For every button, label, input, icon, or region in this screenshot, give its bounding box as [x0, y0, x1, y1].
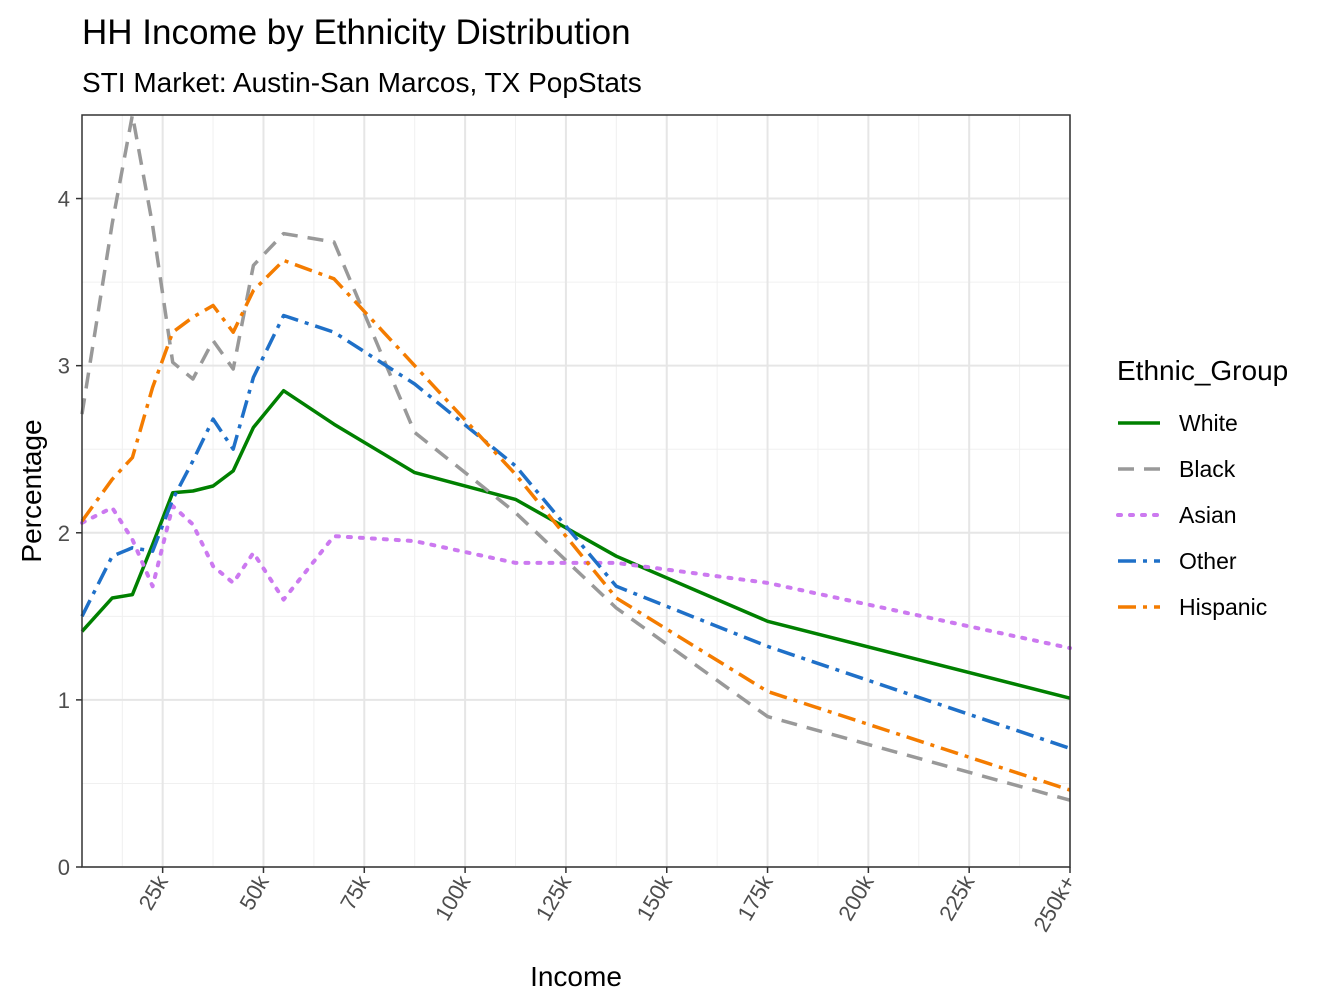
- y-axis: 0 1 2 3 4: [58, 187, 82, 880]
- series-line-black: [80, 113, 1071, 802]
- chart-title: HH Income by Ethnicity Distribution: [82, 13, 631, 52]
- x-tick-label: 225k: [934, 870, 980, 925]
- legend-label-black: Black: [1179, 456, 1236, 482]
- x-tick-label: 150k: [632, 870, 678, 925]
- x-tick-label: 50k: [234, 870, 274, 914]
- x-tick-label: 125k: [531, 870, 577, 925]
- y-tick-label: 3: [58, 354, 70, 379]
- plot-background: [82, 115, 1070, 867]
- legend-items: White Black Asian Other Hispanic: [1116, 410, 1267, 620]
- series-line-asian: [80, 504, 1072, 651]
- x-axis: 25k 50k 75k 100k 125k 150k 175k 200k 225k 250k+: [134, 867, 1080, 936]
- x-tick-label: 200k: [833, 870, 879, 925]
- legend: Ethnic_Group White Black Asian Other Hispani…: [1116, 355, 1288, 620]
- x-tick-label: 250k+: [1028, 871, 1080, 936]
- y-tick-label: 4: [58, 187, 70, 212]
- x-tick-label: 75k: [335, 870, 375, 914]
- x-axis-label: Income: [530, 961, 622, 992]
- series-line-other: [80, 313, 1071, 751]
- legend-label-hispanic: Hispanic: [1179, 594, 1267, 620]
- plot-border: [81, 114, 1071, 868]
- series-line-hispanic: [80, 258, 1071, 792]
- x-tick-label: 25k: [134, 870, 174, 914]
- plot-panel: [80, 113, 1072, 868]
- y-tick-label: 2: [58, 521, 70, 546]
- y-tick-label: 1: [58, 688, 70, 713]
- minor-gridlines: [82, 115, 1070, 867]
- legend-label-white: White: [1179, 410, 1238, 436]
- legend-label-other: Other: [1179, 548, 1237, 574]
- legend-title: Ethnic_Group: [1117, 355, 1288, 386]
- x-tick-label: 175k: [732, 870, 778, 925]
- chart-subtitle: STI Market: Austin-San Marcos, TX PopSta…: [82, 67, 642, 98]
- y-axis-label: Percentage: [16, 419, 47, 562]
- y-tick-label: 0: [58, 855, 70, 880]
- legend-label-asian: Asian: [1179, 502, 1237, 528]
- x-tick-label: 100k: [430, 870, 476, 925]
- series-lines: [80, 113, 1072, 802]
